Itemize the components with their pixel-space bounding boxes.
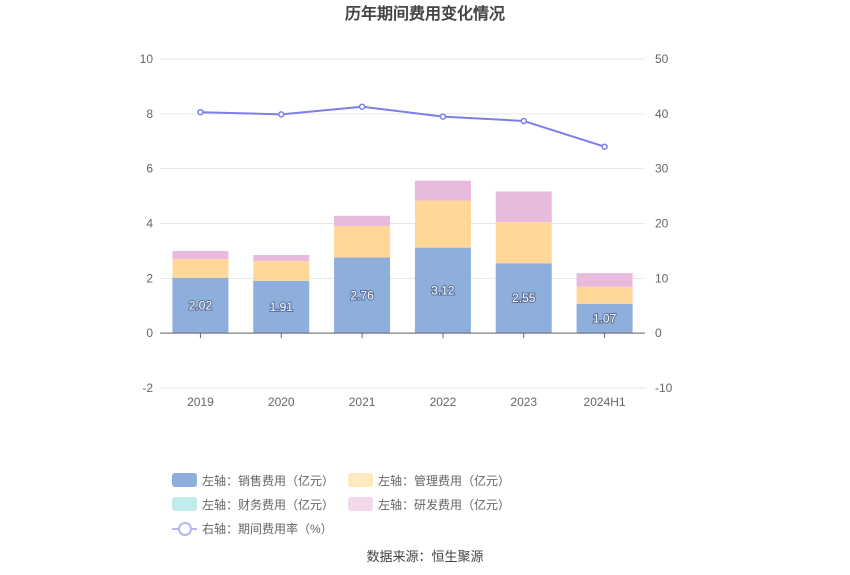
grid-lines: [160, 58, 645, 389]
legend-label: 左轴：销售费用（亿元）: [202, 473, 335, 488]
x-tick-label: 2022: [430, 395, 457, 409]
bar-segment: [172, 259, 229, 278]
left-tick-label: -2: [142, 381, 153, 395]
bar-segment: [414, 200, 471, 248]
bar-segment: [576, 286, 633, 304]
right-tick-label: 50: [655, 52, 669, 66]
bar-segment: [576, 303, 633, 334]
left-tick-label: 10: [140, 52, 154, 66]
left-tick-label: 0: [146, 326, 153, 340]
right-tick-label: 30: [655, 162, 669, 176]
legend: 左轴：销售费用（亿元） 左轴：管理费用（亿元） 左轴：财务费用（亿元） 左轴：研发费用…: [172, 472, 692, 536]
legend-swatch: [172, 473, 197, 487]
left-tick-label: 2: [146, 271, 153, 285]
x-tick-label: 2023: [510, 395, 537, 409]
bar-segment: [576, 273, 633, 287]
bar-value-label: 2.55: [512, 291, 536, 305]
bar-segment: [253, 261, 310, 281]
right-tick-label: 10: [655, 271, 669, 285]
legend-label: 右轴：期间费用率（%）: [202, 521, 333, 536]
right-tick-label: 20: [655, 217, 669, 231]
bar-value-label: 1.07: [593, 311, 617, 325]
rate-line-path: [200, 105, 605, 148]
bar-value-label: 1.91: [270, 300, 294, 314]
right-tick-label: -10: [655, 381, 673, 395]
bar-segment: [253, 280, 310, 334]
rate-point: [278, 111, 285, 118]
bar-segment: [253, 255, 310, 262]
right-tick-label: 0: [655, 326, 662, 340]
legend-label: 左轴：管理费用（亿元）: [378, 473, 511, 488]
rate-point: [439, 113, 447, 120]
source-note: 数据来源：恒生聚源: [366, 549, 484, 564]
bar-value-label: 2.76: [350, 288, 374, 302]
bar-segment: [172, 277, 229, 334]
rate-point: [601, 143, 608, 150]
left-tick-label: 8: [146, 107, 153, 121]
chart-title: 历年期间费用变化情况: [345, 4, 505, 23]
legend-swatch: [172, 497, 197, 511]
bar-segment: [172, 250, 229, 260]
bar-segment: [334, 257, 391, 334]
rate-point: [520, 117, 527, 125]
legend-item[interactable]: 左轴：管理费用（亿元）: [348, 472, 510, 488]
left-tick-label: 6: [146, 162, 153, 176]
x-tick-label: 2019: [187, 395, 214, 409]
bar-segment: [414, 180, 471, 201]
legend-line-swatch: [172, 521, 197, 536]
rate-point: [197, 108, 204, 116]
x-axis: 2019 2020 2021 2022 2023 2024H1: [160, 332, 645, 409]
right-tick-label: 40: [655, 107, 669, 121]
legend-swatch: [348, 497, 374, 511]
x-tick-label: 2020: [268, 395, 295, 409]
x-tick-label: 2024H1: [584, 395, 626, 409]
legend-item[interactable]: 左轴：研发费用（亿元）: [348, 496, 510, 512]
right-axis: -10 0 10 20 30 40 50: [655, 52, 673, 395]
rate-line: [197, 103, 608, 150]
legend-label: 左轴：财务费用（亿元）: [202, 497, 335, 512]
left-tick-label: 4: [146, 217, 153, 231]
data-labels: 2.02 1.91 2.76 3.12 2.55 1.07: [188, 282, 618, 326]
bar-segment: [414, 247, 471, 334]
legend-item[interactable]: 左轴：财务费用（亿元）: [172, 496, 334, 512]
bars: [172, 180, 633, 334]
bar-value-label: 3.12: [431, 283, 455, 297]
legend-label: 左轴：研发费用（亿元）: [378, 497, 511, 512]
left-axis: -2 0 2 4 6 8 10: [140, 52, 154, 395]
legend-item[interactable]: 右轴：期间费用率（%）: [172, 520, 333, 536]
bar-segment: [495, 191, 552, 223]
legend-swatch: [348, 473, 374, 487]
x-tick-label: 2021: [349, 395, 376, 409]
bar-segment: [495, 263, 552, 334]
bar-segment: [334, 225, 391, 258]
legend-item[interactable]: 左轴：销售费用（亿元）: [172, 472, 334, 488]
bar-segment: [495, 222, 552, 264]
bar-segment: [334, 215, 391, 226]
bar-value-label: 2.02: [189, 298, 213, 312]
rate-point: [358, 103, 366, 110]
